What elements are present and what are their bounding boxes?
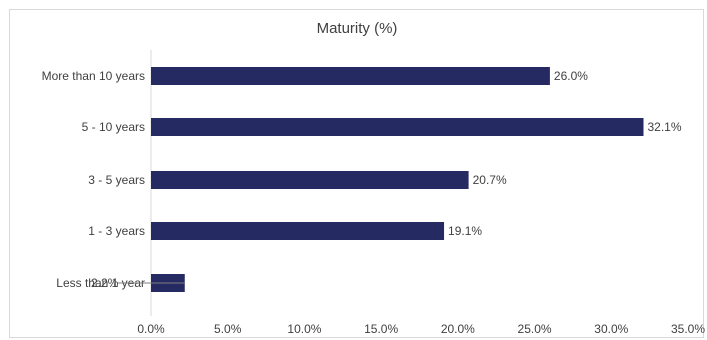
category-label-2: 3 - 5 years (88, 173, 145, 187)
data-label-4: 2.2% (91, 276, 119, 290)
category-label-1: 5 - 10 years (82, 120, 145, 134)
bar-1 (151, 118, 644, 136)
data-label-1: 32.1% (648, 120, 682, 134)
x-tick-label-6: 30.0% (594, 322, 628, 336)
category-label-0: More than 10 years (42, 69, 145, 83)
chart-frame (9, 9, 704, 338)
bar-3 (151, 222, 445, 240)
data-label-3: 19.1% (448, 224, 482, 238)
x-tick-label-3: 15.0% (364, 322, 398, 336)
x-tick-label-4: 20.0% (441, 322, 475, 336)
x-tick-label-2: 10.0% (287, 322, 321, 336)
chart-title: Maturity (%) (317, 20, 398, 37)
bar-0 (151, 67, 550, 85)
data-label-2: 20.7% (473, 173, 507, 187)
bar-2 (151, 171, 469, 189)
x-tick-label-7: 35.0% (671, 322, 705, 336)
category-label-3: 1 - 3 years (88, 224, 145, 238)
x-tick-label-5: 25.0% (518, 322, 552, 336)
x-tick-label-0: 0.0% (137, 322, 165, 336)
data-label-0: 26.0% (554, 69, 588, 83)
category-label-4: Less than 1 year (56, 276, 145, 290)
x-tick-label-1: 5.0% (214, 322, 242, 336)
